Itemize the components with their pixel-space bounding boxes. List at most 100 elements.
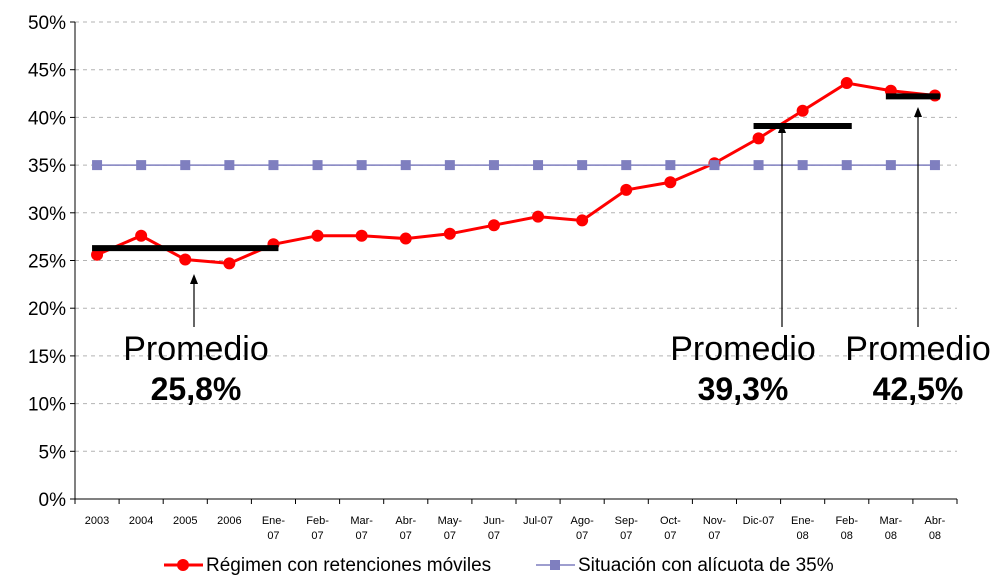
legend-label: Régimen con retenciones móviles <box>206 555 491 576</box>
annotation-title: Promedio <box>845 330 991 368</box>
data-point <box>488 160 499 171</box>
x-tick-label: Ene- <box>262 515 286 527</box>
data-point <box>223 257 236 270</box>
y-tick-label: 5% <box>39 442 67 463</box>
data-point <box>312 160 323 171</box>
x-tick-label: 07 <box>620 530 632 542</box>
data-point <box>753 160 764 171</box>
data-point <box>92 160 103 171</box>
x-tick-label: Abr- <box>395 515 416 527</box>
legend-item: Situación con alícuota de 35% <box>536 555 834 576</box>
x-tick-label: May- <box>438 515 463 527</box>
legend-marker <box>550 560 560 570</box>
annotation-value: 25,8% <box>151 371 242 407</box>
series-layer <box>91 77 941 270</box>
data-point <box>444 160 455 171</box>
data-point <box>311 229 324 242</box>
y-tick-label: 20% <box>28 299 66 320</box>
x-tick-label: Mar- <box>350 515 373 527</box>
y-tick-label: 0% <box>39 490 67 511</box>
x-tick-label: Feb- <box>835 515 858 527</box>
series-line <box>96 81 936 265</box>
data-point <box>487 219 500 232</box>
data-point <box>576 214 589 227</box>
x-tick-label: 07 <box>356 530 368 542</box>
y-tick-label: 25% <box>28 252 66 273</box>
data-point <box>179 253 192 266</box>
arrow-head <box>190 274 198 284</box>
data-point <box>355 229 368 242</box>
annotation-value: 39,3% <box>698 371 789 407</box>
x-tick-label: Nov- <box>703 515 727 527</box>
x-tick-label: 07 <box>267 530 279 542</box>
data-point <box>399 232 412 245</box>
data-point <box>797 160 808 171</box>
data-point <box>268 160 279 171</box>
y-tick-label: 40% <box>28 108 66 129</box>
x-tick-label: 07 <box>488 530 500 542</box>
legend-item: Régimen con retenciones móviles <box>164 555 491 576</box>
y-tick-label: 35% <box>28 156 66 177</box>
x-tick-label: 08 <box>841 530 853 542</box>
annotation-title: Promedio <box>123 330 269 368</box>
y-tick-label: 15% <box>28 347 66 368</box>
data-point <box>841 160 852 171</box>
x-tick-label: 2006 <box>217 515 241 527</box>
annotation-title: Promedio <box>670 330 816 368</box>
data-point <box>443 227 456 240</box>
data-point <box>400 160 411 171</box>
x-tick-label: Mar- <box>880 515 903 527</box>
data-point <box>752 132 765 145</box>
data-point <box>91 248 104 261</box>
arrow-head <box>778 123 786 133</box>
data-point <box>136 160 147 171</box>
data-point <box>885 160 896 171</box>
data-point <box>532 210 545 223</box>
x-tick-label: 2004 <box>129 515 153 527</box>
x-tick-label: Feb- <box>306 515 329 527</box>
legend: Régimen con retenciones móviles Situación… <box>164 555 834 576</box>
data-point <box>533 160 544 171</box>
data-point <box>665 160 676 171</box>
data-point <box>180 160 191 171</box>
x-tick-label: 08 <box>797 530 809 542</box>
x-tick-label: Sep- <box>615 515 639 527</box>
x-tick-label: Oct- <box>660 515 681 527</box>
x-tick-label: 07 <box>400 530 412 542</box>
x-tick-label: 2003 <box>85 515 109 527</box>
y-tick-label: 50% <box>28 13 66 34</box>
axes <box>70 21 958 504</box>
x-tick-label: Dic-07 <box>743 515 775 527</box>
arrow-head <box>914 107 922 117</box>
legend-label: Situación con alícuota de 35% <box>578 555 834 576</box>
data-point <box>224 160 235 171</box>
data-point <box>135 229 148 242</box>
y-tick-label: 30% <box>28 204 66 225</box>
data-point <box>709 160 720 171</box>
x-tick-label: 08 <box>929 530 941 542</box>
x-tick-label: Jul-07 <box>523 515 553 527</box>
x-tick-label: 07 <box>708 530 720 542</box>
x-tick-label: Ago- <box>571 515 595 527</box>
y-tick-label: 45% <box>28 61 66 82</box>
series-2 <box>92 160 940 171</box>
x-tick-label: 08 <box>885 530 897 542</box>
annotation-value: 42,5% <box>873 371 964 407</box>
x-tick-label: Jun- <box>483 515 505 527</box>
data-point <box>929 160 940 171</box>
x-tick-label: 07 <box>664 530 676 542</box>
x-tick-label: Abr- <box>925 515 946 527</box>
data-point <box>664 176 677 189</box>
data-point <box>620 183 633 196</box>
y-tick-label: 10% <box>28 395 66 416</box>
x-axis-tick-labels: 2003 2004 2005 2006 Ene- 07 Feb- 07 Mar- 07 Abr- 07… <box>85 515 946 542</box>
data-point <box>796 104 809 117</box>
x-tick-label: 07 <box>576 530 588 542</box>
x-tick-label: 2005 <box>173 515 197 527</box>
data-point <box>840 77 853 90</box>
